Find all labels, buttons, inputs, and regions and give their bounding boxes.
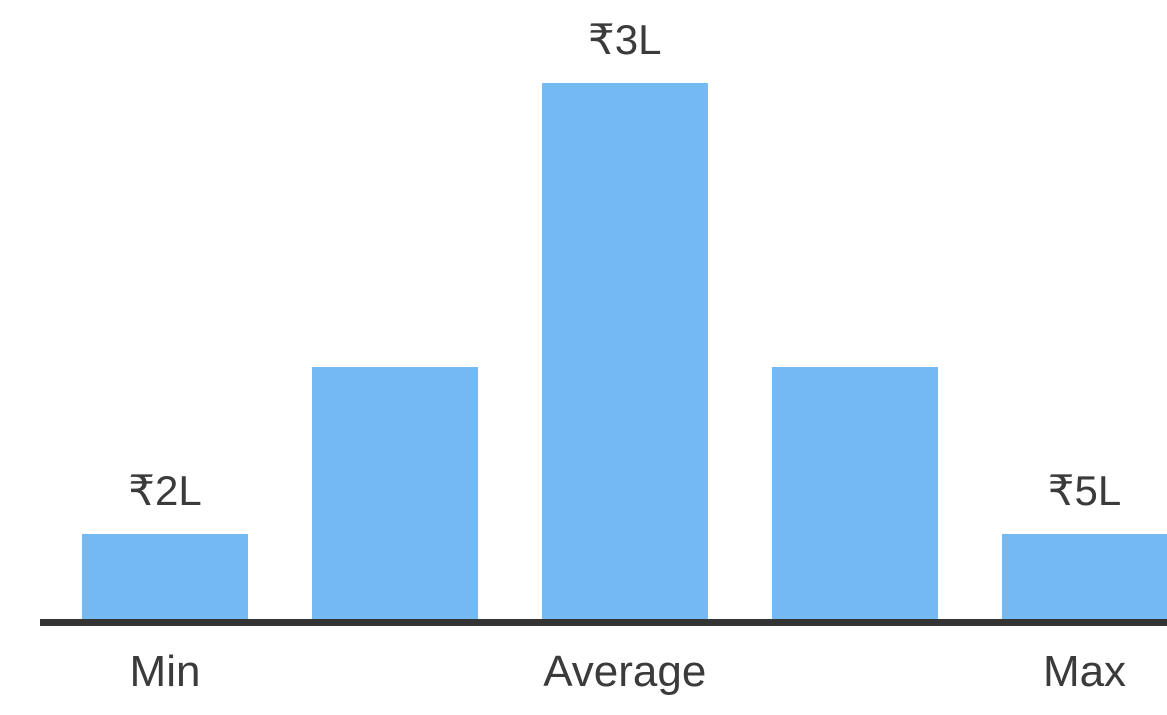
bar-intermediate-3 [772,367,938,619]
bar-max [1002,534,1167,619]
bar-average [542,83,708,619]
bar-min [82,534,248,619]
bar-intermediate-1 [312,367,478,619]
x-axis-label-max: Max [935,650,1167,694]
salary-bar-chart: ₹2L Min ₹3L Average ₹5L Max [40,16,1167,699]
bar-value-label-max: ₹5L [935,470,1167,512]
bar-value-label-min: ₹2L [40,470,315,512]
bar-value-label-average: ₹3L [475,19,775,61]
x-axis-label-min: Min [40,650,315,694]
x-axis-line [40,619,1167,626]
x-axis-label-average: Average [475,650,775,694]
